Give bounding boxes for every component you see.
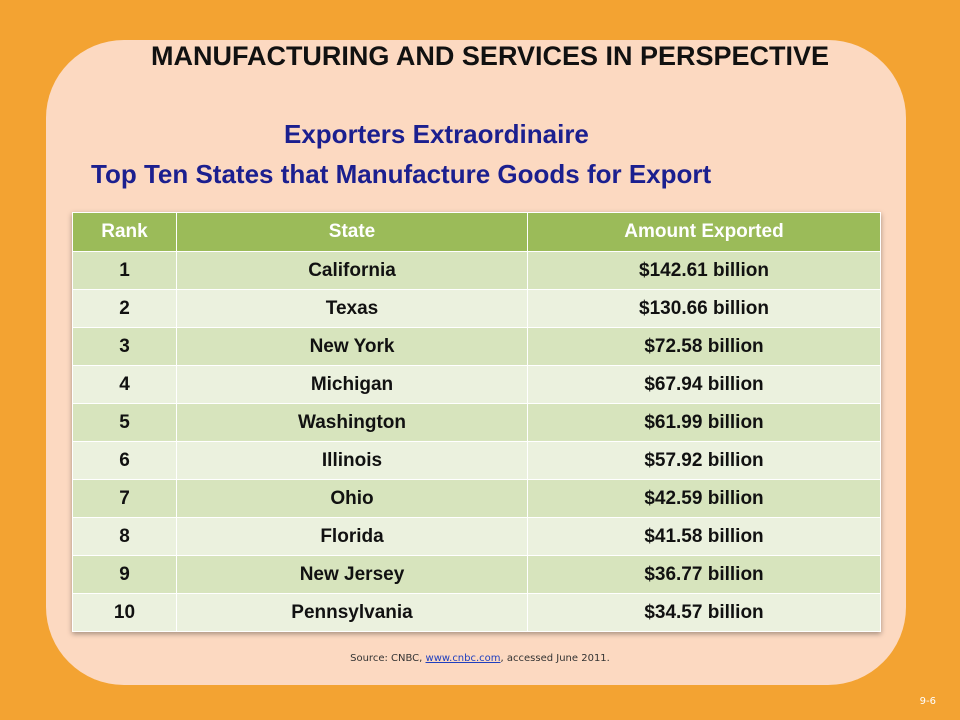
state-cell: Florida [176, 517, 528, 556]
table-row: 7 Ohio $42.59 billion [72, 479, 881, 518]
table-row: 2 Texas $130.66 billion [72, 289, 881, 328]
rank-cell: 1 [72, 251, 177, 290]
source-prefix: Source: CNBC, [350, 653, 426, 664]
amount-cell: $41.58 billion [527, 517, 881, 556]
slide-subtitle: Exporters Extraordinaire [284, 119, 589, 149]
table-row: 5 Washington $61.99 billion [72, 403, 881, 442]
state-cell: Illinois [176, 441, 528, 480]
rank-cell: 2 [72, 289, 177, 328]
rank-cell: 6 [72, 441, 177, 480]
state-cell: Michigan [176, 365, 528, 404]
amount-cell: $130.66 billion [527, 289, 881, 328]
source-citation: Source: CNBC, www.cnbc.com, accessed Jun… [0, 653, 960, 664]
state-cell: New Jersey [176, 555, 528, 594]
table-row: 8 Florida $41.58 billion [72, 517, 881, 556]
header-state: State [176, 212, 528, 252]
header-amount: Amount Exported [527, 212, 881, 252]
state-cell: Ohio [176, 479, 528, 518]
table-row: 10 Pennsylvania $34.57 billion [72, 593, 881, 632]
state-cell: Washington [176, 403, 528, 442]
rank-cell: 9 [72, 555, 177, 594]
table-row: 1 California $142.61 billion [72, 251, 881, 290]
state-cell: New York [176, 327, 528, 366]
state-cell: California [176, 251, 528, 290]
rank-cell: 4 [72, 365, 177, 404]
table-header-row: Rank State Amount Exported [72, 212, 881, 252]
amount-cell: $36.77 billion [527, 555, 881, 594]
exports-table: Rank State Amount Exported 1 California … [72, 212, 881, 632]
state-cell: Pennsylvania [176, 593, 528, 632]
table-row: 6 Illinois $57.92 billion [72, 441, 881, 480]
rank-cell: 5 [72, 403, 177, 442]
state-cell: Texas [176, 289, 528, 328]
rank-cell: 3 [72, 327, 177, 366]
amount-cell: $142.61 billion [527, 251, 881, 290]
slide-title: MANUFACTURING AND SERVICES IN PERSPECTIV… [150, 41, 830, 71]
rank-cell: 8 [72, 517, 177, 556]
source-suffix: , accessed June 2011. [500, 653, 610, 664]
amount-cell: $61.99 billion [527, 403, 881, 442]
table-row: 3 New York $72.58 billion [72, 327, 881, 366]
table-row: 9 New Jersey $36.77 billion [72, 555, 881, 594]
slide-number: 9-6 [919, 696, 936, 707]
source-link[interactable]: www.cnbc.com [425, 653, 501, 664]
table-row: 4 Michigan $67.94 billion [72, 365, 881, 404]
amount-cell: $42.59 billion [527, 479, 881, 518]
rank-cell: 7 [72, 479, 177, 518]
table-caption: Top Ten States that Manufacture Goods fo… [91, 159, 712, 189]
amount-cell: $72.58 billion [527, 327, 881, 366]
rank-cell: 10 [72, 593, 177, 632]
header-rank: Rank [72, 212, 177, 252]
amount-cell: $67.94 billion [527, 365, 881, 404]
amount-cell: $57.92 billion [527, 441, 881, 480]
amount-cell: $34.57 billion [527, 593, 881, 632]
